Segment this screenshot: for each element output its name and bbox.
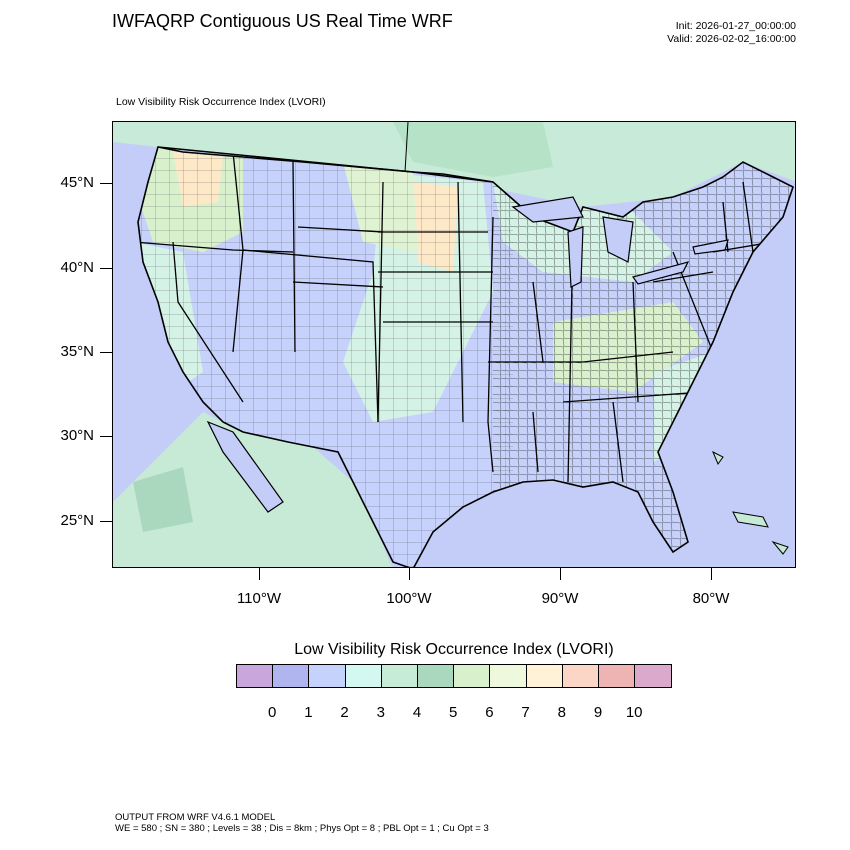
lat-label-45: 45°N (60, 174, 94, 191)
gulf-of-california (206, 420, 284, 513)
lon-label-80: 80°W (692, 590, 730, 607)
lat-tick-45 (100, 183, 112, 184)
colorbar-label: 4 (412, 704, 422, 721)
colorbar-label: 7 (521, 704, 530, 721)
lon-label-100: 100°W (386, 590, 432, 607)
colorbar-box (345, 665, 382, 687)
lon-gridline-95w (404, 122, 409, 173)
lat-tick-35 (100, 352, 112, 353)
colorbar-label: 9 (593, 704, 603, 721)
lon-tick-90 (560, 568, 561, 580)
colorbar-box (454, 665, 491, 687)
colorbar-label: 8 (557, 704, 566, 721)
colorbar-box (490, 665, 527, 687)
lake-ontario (692, 239, 729, 255)
colorbar-box (381, 665, 418, 687)
init-valid-block: Init: 2026-01-27_00:00:00 Valid: 2026-02… (667, 20, 796, 46)
colorbar-box (273, 665, 310, 687)
colorbar-label: 6 (485, 704, 494, 721)
model-footer: OUTPUT FROM WRF V4.6.1 MODEL WE = 580 ; … (115, 812, 489, 834)
lat-tick-30 (100, 436, 112, 437)
lake-superior (511, 196, 584, 223)
colorbar-box (309, 665, 346, 687)
footer-model: OUTPUT FROM WRF V4.6.1 MODEL (115, 812, 276, 823)
lat-tick-40 (100, 268, 112, 269)
caribbean-islands (712, 450, 789, 555)
canada-green-area (393, 122, 553, 177)
lake-michigan (567, 226, 584, 288)
colorbar-label: 1 (304, 704, 313, 721)
lat-label-25: 25°N (60, 512, 94, 529)
map-canvas (113, 122, 795, 567)
colorbar-title: Low Visibility Risk Occurrence Index (LV… (294, 641, 614, 658)
lon-tick-100 (409, 568, 410, 580)
colorbar-box (526, 665, 563, 687)
lon-tick-80 (711, 568, 712, 580)
colorbar-label: 3 (376, 704, 385, 721)
lon-tick-110 (259, 568, 260, 580)
colorbar-label: 5 (449, 704, 458, 721)
map-panel (112, 121, 796, 568)
mexico-green-area (133, 467, 193, 532)
colorbar-box (598, 665, 636, 687)
map-subtitle: Low Visibility Risk Occurrence Index (LV… (116, 96, 326, 108)
colorbar (236, 664, 673, 688)
lat-label-35: 35°N (60, 343, 94, 360)
lat-tick-25 (100, 521, 112, 522)
canada-us-border (157, 146, 494, 183)
colorbar-label: 0 (268, 704, 277, 721)
lake-huron (602, 216, 634, 263)
colorbar-box (237, 665, 274, 687)
lat-label-40: 40°N (60, 259, 94, 276)
init-time: Init: 2026-01-27_00:00:00 (675, 20, 796, 32)
lon-label-110: 110°W (236, 590, 282, 607)
colorbar-box (562, 665, 599, 687)
lat-label-30: 30°N (60, 427, 94, 444)
valid-time: Valid: 2026-02-02_16:00:00 (667, 33, 796, 45)
colorbar-box (417, 665, 455, 687)
state-boundaries (138, 151, 774, 483)
colorbar-label: 10 (625, 704, 643, 721)
plot-title: IWFAQRP Contiguous US Real Time WRF (112, 11, 453, 31)
lake-erie (632, 261, 690, 285)
lon-label-90: 90°W (541, 590, 579, 607)
colorbar-box (635, 665, 672, 687)
colorbar-label: 2 (340, 704, 349, 721)
footer-settings: WE = 580 ; SN = 380 ; Levels = 38 ; Dis … (115, 823, 489, 834)
